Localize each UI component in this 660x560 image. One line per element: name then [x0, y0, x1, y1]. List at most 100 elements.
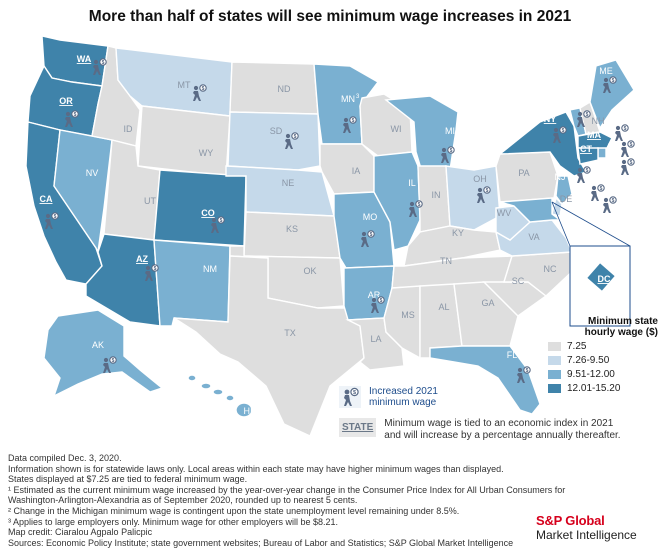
state-label-AK: AK	[92, 340, 104, 350]
map-title: More than half of states will see minimu…	[88, 8, 572, 25]
state-label-ND: ND	[278, 84, 291, 94]
person-dollar-icon: $	[477, 186, 491, 203]
svg-text:$: $	[54, 214, 57, 220]
state-GA	[453, 281, 519, 347]
person-dollar-icon: $	[65, 110, 79, 127]
person-dollar-icon: $	[603, 76, 617, 93]
state-label-DE: DE	[560, 194, 573, 204]
legend-swatch	[548, 384, 561, 393]
state-label-NH: NH	[592, 116, 605, 126]
person-dollar-icon: $	[409, 200, 423, 217]
logo-line2: Market Intelligence	[536, 528, 637, 542]
state-WY	[137, 105, 231, 177]
person-dollar-icon: $	[103, 356, 117, 373]
state-label-WI: WI	[391, 124, 402, 134]
state-label-MT: MT	[178, 80, 191, 90]
state-IA	[319, 143, 375, 195]
svg-text:$: $	[370, 232, 373, 238]
person-dollar-icon: $	[145, 264, 159, 281]
state-TX	[173, 255, 365, 437]
state-label-ME: ME	[599, 66, 613, 76]
state-RI	[597, 147, 607, 159]
state-label-UT: UT	[144, 196, 156, 206]
person-dollar-icon: $	[339, 386, 361, 408]
icon-legend: $ Increased 2021 minimum wage	[339, 386, 438, 408]
state-labels: WA OR CA NV ID MT WY UT AZ CO NM ND SD NE KS OK TX MN 3 IA M…	[40, 54, 617, 416]
legend-title-line1: Minimum state	[587, 316, 658, 327]
person-dollar-icon: $	[621, 140, 635, 157]
state-MA	[577, 131, 613, 151]
index-legend-text: Minimum wage is tied to an economic inde…	[384, 418, 644, 441]
state-label-AR: AR	[368, 290, 381, 300]
person-dollar-icon: $	[577, 166, 591, 183]
state-FL	[429, 345, 541, 415]
state-CT	[577, 147, 599, 165]
state-label-WY: WY	[199, 148, 214, 158]
icon-legend-line2: minimum wage	[369, 397, 437, 408]
increase-icons: $ $ $ $ $ $ $ $ $ $ $ $ $ $ $ $ $ $ $ $ $ $ $ $	[45, 58, 635, 383]
note: ² Change in the Michigan minimum wage is…	[8, 505, 460, 516]
svg-text:$: $	[380, 298, 383, 304]
state-label-CT: CT	[580, 144, 592, 154]
note: Washington-Arlington-Alexandria as of Se…	[8, 495, 358, 506]
state-label-OR: OR	[59, 96, 73, 106]
legend-title-line2: hourly wage ($)	[584, 327, 658, 338]
svg-text:$: $	[526, 368, 529, 374]
state-SD	[227, 111, 321, 171]
person-dollar-icon: $	[343, 116, 357, 133]
index-legend-sample: STATE	[339, 418, 377, 437]
footnotes: Data compiled Dec. 3, 2020. Information …	[8, 453, 658, 548]
legend-label: 12.01-15.20	[567, 383, 621, 394]
wage-legend: Minimum state hourly wage ($) 7.25 7.26-…	[548, 316, 658, 394]
state-label-IL: IL	[408, 178, 416, 188]
index-legend-line2: and will increase by a percentage annual…	[384, 429, 621, 441]
state-label-KY: KY	[452, 228, 464, 238]
legend-swatch	[548, 342, 561, 351]
state-HI	[187, 374, 253, 418]
svg-text:$: $	[586, 112, 589, 118]
svg-text:$: $	[486, 188, 489, 194]
state-label-MI: MI	[445, 126, 455, 136]
state-label-NJ: NJ	[555, 172, 566, 182]
svg-text:$: $	[562, 128, 565, 134]
state-NJ	[555, 175, 573, 206]
state-label-RI: RI	[608, 142, 617, 152]
state-label-DC: DC	[598, 274, 611, 284]
legend-item: 9.51-12.00	[548, 369, 658, 380]
svg-text:$: $	[418, 202, 421, 208]
svg-text:$: $	[294, 134, 297, 140]
state-label-MN: MN	[341, 94, 355, 104]
state-shapes	[25, 35, 635, 437]
legend-item: 12.01-15.20	[548, 383, 658, 394]
state-label-SC: SC	[512, 276, 525, 286]
legend-item: 7.26-9.50	[548, 355, 658, 366]
legend-swatch	[548, 356, 561, 365]
person-dollar-icon: $	[193, 84, 207, 101]
legend-item: 7.25	[548, 341, 658, 352]
state-ME	[589, 59, 635, 130]
state-label-AL: AL	[438, 302, 449, 312]
svg-text:$: $	[74, 112, 77, 118]
state-label-ID: ID	[124, 124, 134, 134]
note: Map credit: Ciaralou Agpalo Palicpic	[8, 527, 153, 538]
person-dollar-icon: $	[93, 58, 107, 75]
state-label-CO: CO	[201, 208, 215, 218]
svg-text:$: $	[612, 78, 615, 84]
svg-text:$: $	[202, 86, 205, 92]
state-label-MD: MD	[571, 204, 585, 214]
icon-legend-text: Increased 2021 minimum wage	[369, 386, 438, 408]
legend-label: 7.25	[567, 341, 587, 352]
legend-title: Minimum state hourly wage ($)	[548, 316, 658, 338]
svg-text:$: $	[630, 142, 633, 148]
person-dollar-icon: $	[361, 230, 375, 247]
person-dollar-icon: $	[45, 212, 59, 229]
icon-legend-line1: Increased 2021	[369, 386, 438, 397]
svg-text:$: $	[450, 148, 453, 154]
svg-text:$: $	[220, 218, 223, 224]
state-label-NV: NV	[86, 168, 99, 178]
state-label-OH: OH	[473, 174, 487, 184]
person-dollar-icon: $	[371, 296, 385, 313]
state-MD	[499, 197, 563, 223]
state-label-TX: TX	[284, 328, 296, 338]
state-label-VT: VT	[572, 98, 584, 108]
